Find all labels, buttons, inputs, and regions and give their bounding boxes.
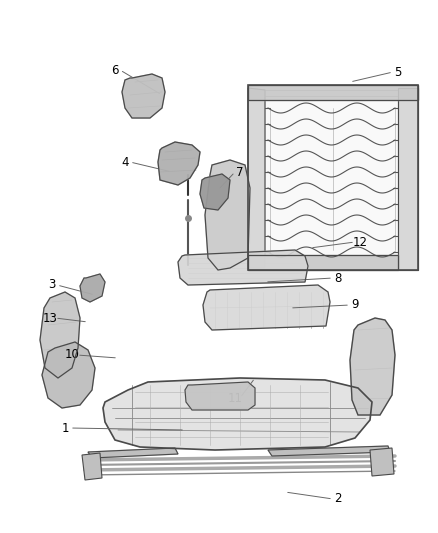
Polygon shape	[370, 448, 394, 476]
Polygon shape	[88, 448, 178, 458]
Polygon shape	[42, 342, 95, 408]
Polygon shape	[268, 446, 390, 456]
Polygon shape	[248, 255, 398, 270]
Polygon shape	[398, 88, 418, 270]
Polygon shape	[203, 285, 330, 330]
Text: 2: 2	[334, 492, 342, 505]
Text: 11: 11	[227, 392, 243, 405]
Polygon shape	[158, 142, 200, 185]
Polygon shape	[205, 160, 250, 270]
Polygon shape	[248, 88, 265, 268]
Text: 3: 3	[48, 279, 56, 292]
Text: 12: 12	[353, 236, 367, 248]
Text: 9: 9	[351, 298, 359, 311]
Polygon shape	[122, 74, 165, 118]
Text: 13: 13	[42, 311, 57, 325]
Text: 6: 6	[111, 63, 119, 77]
Text: 8: 8	[334, 271, 342, 285]
Polygon shape	[40, 292, 80, 378]
Text: 10: 10	[64, 349, 79, 361]
Text: 5: 5	[394, 66, 402, 78]
Text: 4: 4	[121, 156, 129, 168]
Polygon shape	[178, 250, 308, 285]
Text: 7: 7	[236, 166, 244, 179]
Polygon shape	[80, 274, 105, 302]
Text: 1: 1	[61, 422, 69, 434]
Polygon shape	[82, 453, 102, 480]
Polygon shape	[350, 318, 395, 415]
Polygon shape	[103, 378, 372, 450]
Polygon shape	[200, 174, 230, 210]
Polygon shape	[185, 382, 255, 410]
Polygon shape	[248, 88, 418, 270]
Polygon shape	[248, 85, 418, 100]
